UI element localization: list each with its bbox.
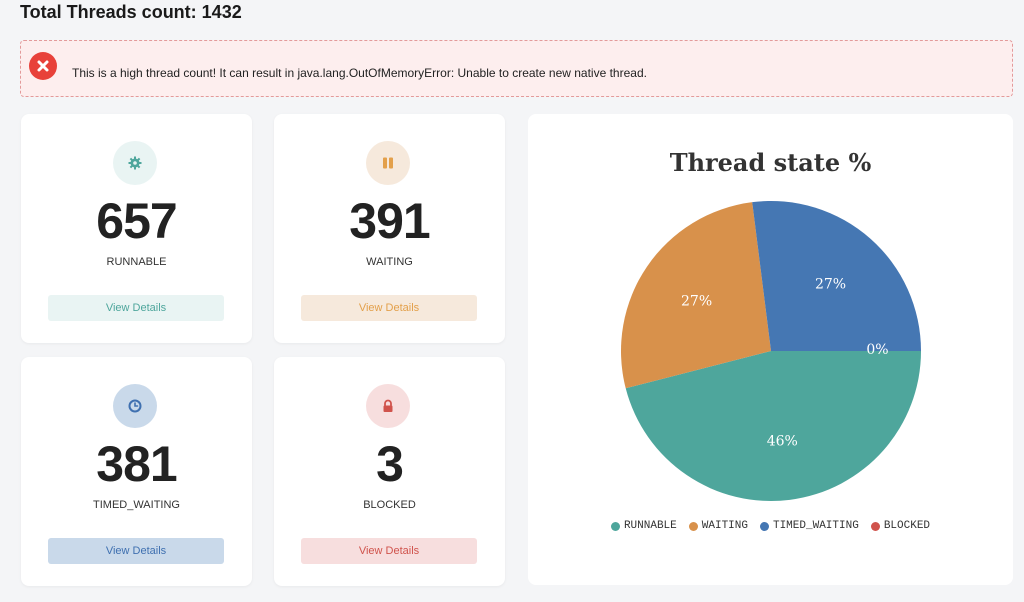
gear-icon — [113, 141, 157, 185]
pie-label-timed-waiting: 27% — [815, 276, 846, 292]
timed-waiting-view-details-button[interactable]: View Details — [48, 538, 224, 564]
pie-label-runnable: 46% — [767, 433, 798, 449]
legend-label-waiting: WAITING — [701, 520, 748, 532]
lock-icon — [366, 384, 410, 428]
legend-dot-runnable — [610, 521, 620, 531]
pie-slice-timed-waiting[interactable] — [752, 201, 921, 351]
waiting-label: WAITING — [366, 256, 413, 268]
timed-waiting-label: TIMED_WAITING — [93, 499, 180, 511]
error-icon — [29, 52, 57, 80]
pie-slice-waiting[interactable] — [621, 202, 771, 389]
card-timed-waiting: 381 TIMED_WAITING View Details — [21, 357, 252, 586]
chart-title: Thread state % — [669, 148, 872, 177]
legend-item-runnable[interactable]: RUNNABLE — [610, 520, 677, 532]
waiting-count: 391 — [349, 193, 430, 249]
legend-item-waiting[interactable]: WAITING — [688, 520, 748, 532]
legend-label-blocked: BLOCKED — [883, 520, 931, 532]
timed-waiting-count: 381 — [96, 436, 177, 492]
thread-state-pie-chart: 46% 27% 27% 0% — [621, 201, 921, 502]
legend-dot-blocked — [870, 521, 880, 531]
alert-message: This is a high thread count! It can resu… — [72, 66, 647, 80]
runnable-count: 657 — [96, 193, 177, 249]
card-runnable: 657 RUNNABLE View Details — [21, 114, 252, 343]
blocked-label: BLOCKED — [363, 499, 416, 511]
runnable-view-details-button[interactable]: View Details — [48, 295, 224, 321]
pie-slice-runnable[interactable] — [625, 351, 921, 502]
runnable-label: RUNNABLE — [106, 256, 167, 268]
pause-icon — [366, 141, 410, 185]
legend-item-timed-waiting[interactable]: TIMED_WAITING — [759, 520, 859, 532]
waiting-view-details-button[interactable]: View Details — [301, 295, 477, 321]
blocked-count: 3 — [376, 436, 404, 492]
legend-label-timed-waiting: TIMED_WAITING — [772, 520, 859, 532]
chart-legend: RUNNABLE WAITING TIMED_WAITING BLOCKED — [528, 520, 1013, 532]
legend-label-runnable: RUNNABLE — [623, 520, 677, 532]
page-title: Total Threads count: 1432 — [20, 2, 242, 22]
legend-dot-timed-waiting — [759, 521, 769, 531]
thread-state-chart-card: Thread state % 46% 27% 27% 0% RUNNABLE WAITI… — [528, 114, 1013, 585]
card-blocked: 3 BLOCKED View Details — [274, 357, 505, 586]
clock-icon — [113, 384, 157, 428]
blocked-view-details-button[interactable]: View Details — [301, 538, 477, 564]
warning-alert: This is a high thread count! It can resu… — [20, 40, 1013, 97]
card-waiting: 391 WAITING View Details — [274, 114, 505, 343]
legend-item-blocked[interactable]: BLOCKED — [870, 520, 931, 532]
pie-label-blocked: 0% — [866, 342, 888, 358]
legend-dot-waiting — [688, 521, 698, 531]
pie-label-waiting: 27% — [681, 293, 712, 309]
